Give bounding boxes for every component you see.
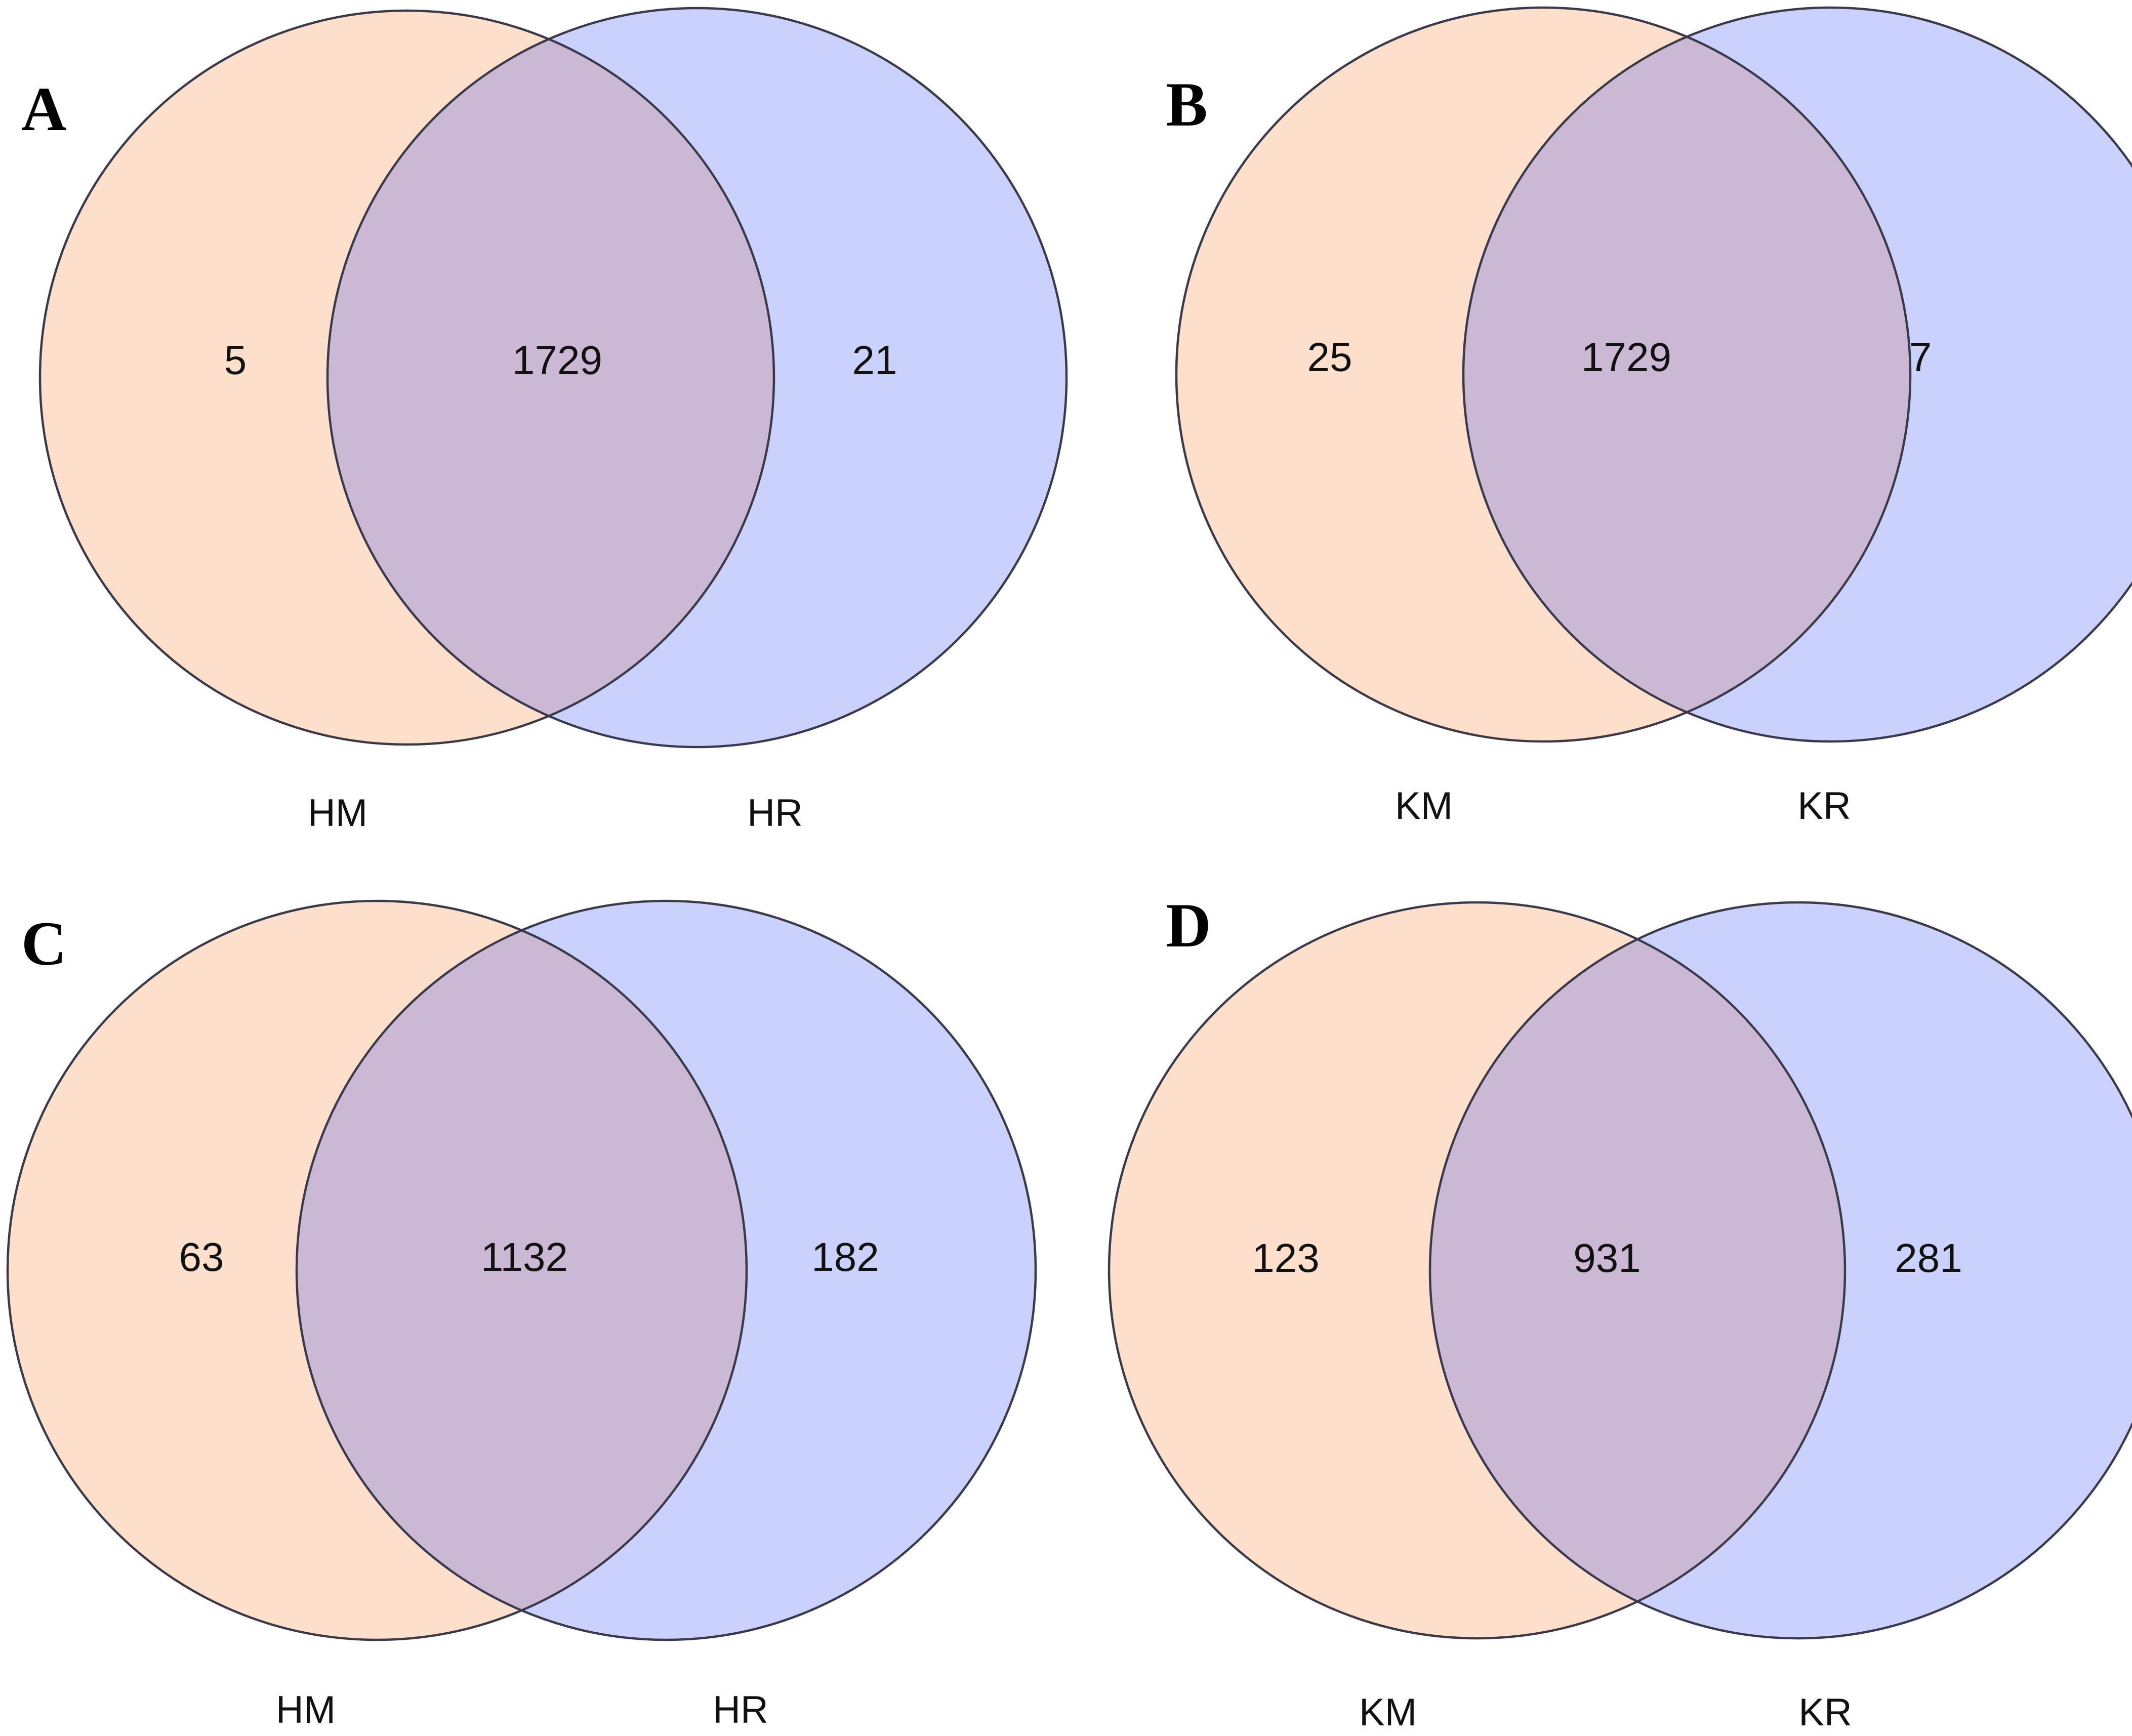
panel-letter: C (21, 909, 67, 978)
venn-panel-a: A 5 1729 21 HM HR (21, 7, 1068, 835)
venn-panel-b: B 25 1729 7 KM KR (1166, 6, 2132, 828)
right-only-count: 281 (1895, 1235, 1962, 1280)
right-set-label: KR (1798, 1691, 1852, 1734)
venn-set-right-outline (326, 7, 1068, 749)
left-set-label: HM (276, 1688, 336, 1731)
left-only-count: 5 (224, 338, 247, 383)
left-set-label: KM (1359, 1691, 1417, 1734)
venn-set-right-outline (1462, 6, 2132, 743)
left-set-label: KM (1395, 784, 1453, 828)
overlap-count: 1729 (512, 338, 602, 383)
venn-set-left-outline (1175, 6, 1912, 743)
venn-panel-c: C 63 1132 182 HM HR (6, 899, 1037, 1731)
venn-overlap-region (327, 11, 774, 745)
venn-overlap-region (1463, 8, 1910, 741)
overlap-count: 1132 (481, 1234, 568, 1279)
right-set-label: HR (747, 792, 803, 835)
right-set-label: HR (713, 1688, 768, 1731)
panel-letter: B (1166, 70, 1208, 139)
venn-set-right-outline (1428, 901, 2132, 1640)
panel-letter: D (1166, 891, 1211, 960)
left-only-count: 123 (1252, 1235, 1319, 1280)
venn-set-left-outline (6, 899, 748, 1641)
left-only-count: 25 (1307, 335, 1352, 380)
venn-panel-d: D 123 931 281 KM KR (1108, 891, 2132, 1734)
right-set-label: KR (1797, 784, 1851, 828)
venn-overlap-region (297, 901, 747, 1640)
left-set-label: HM (308, 792, 367, 835)
venn-set-left-outline (38, 9, 775, 746)
venn-set-right-outline (295, 899, 1037, 1641)
right-only-count: 182 (811, 1234, 879, 1279)
overlap-count: 1729 (1581, 335, 1671, 380)
right-only-count: 7 (1909, 335, 1932, 380)
venn-overlap-region (1430, 902, 1845, 1638)
panel-letter: A (21, 74, 67, 144)
venn-set-left-outline (1108, 901, 1847, 1640)
overlap-count: 931 (1573, 1235, 1641, 1280)
left-only-count: 63 (179, 1234, 224, 1279)
right-only-count: 21 (852, 338, 897, 383)
